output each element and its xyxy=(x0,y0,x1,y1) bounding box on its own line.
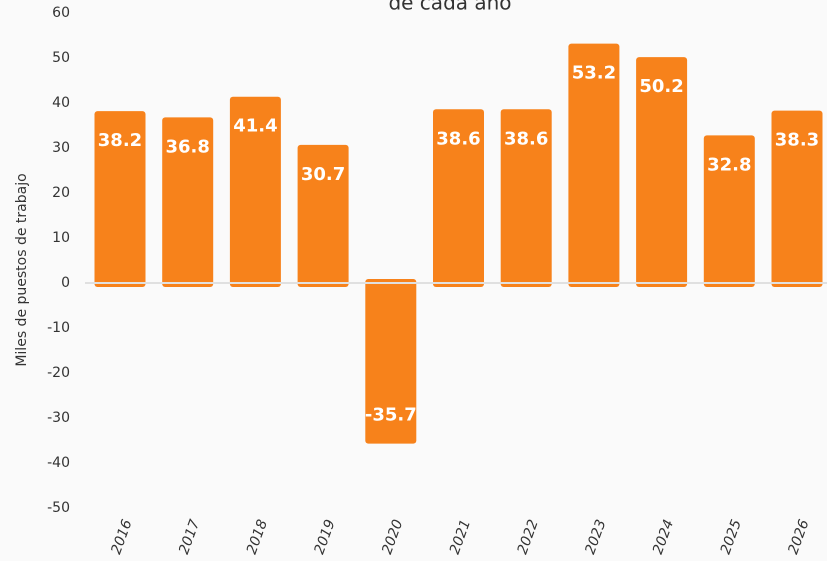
bar xyxy=(433,109,484,287)
y-tick-label: -20 xyxy=(47,365,70,381)
bar xyxy=(500,109,552,287)
y-axis-label: Miles de puestos de trabajo xyxy=(14,173,30,366)
y-tick-label: -30 xyxy=(47,410,70,426)
value-label: -35.7 xyxy=(365,405,417,426)
value-label: 38.6 xyxy=(436,128,480,149)
value-label: 30.7 xyxy=(301,164,345,185)
y-tick-label: 10 xyxy=(52,230,70,246)
value-label: 38.6 xyxy=(504,128,548,149)
bar xyxy=(636,57,688,287)
bar xyxy=(229,96,281,287)
value-label: 41.4 xyxy=(233,116,277,137)
bar xyxy=(568,43,620,287)
value-label: 38.3 xyxy=(775,130,819,151)
y-tick-label: 20 xyxy=(52,185,70,201)
y-tick-label: 50 xyxy=(52,50,70,66)
chart-title: de cada año xyxy=(388,0,511,15)
bar xyxy=(703,135,755,287)
bar xyxy=(94,111,146,287)
y-tick-label: 60 xyxy=(52,5,70,21)
bar xyxy=(162,117,214,288)
y-tick-label: 40 xyxy=(52,95,70,111)
y-tick-label: 0 xyxy=(61,275,70,291)
bar xyxy=(771,110,823,288)
y-tick-label: -40 xyxy=(47,455,70,471)
value-label: 32.8 xyxy=(707,154,751,175)
y-tick-label: -50 xyxy=(47,500,70,516)
value-label: 50.2 xyxy=(639,76,683,97)
value-label: 53.2 xyxy=(572,63,616,84)
y-tick-label: 30 xyxy=(52,140,70,156)
value-label: 36.8 xyxy=(165,136,209,157)
bar xyxy=(365,279,417,444)
value-label: 38.2 xyxy=(98,130,142,151)
y-tick-label: -10 xyxy=(47,320,70,336)
bar xyxy=(297,144,349,287)
